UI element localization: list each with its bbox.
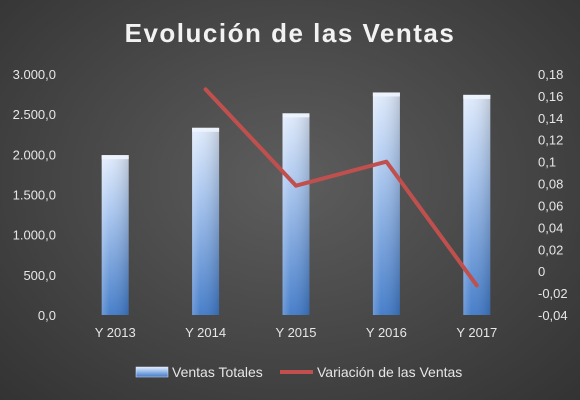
x-tick-label: Y 2013 [95, 325, 136, 340]
y-right-tick-label: 0,16 [538, 89, 563, 104]
y-right-tick-label: -0,04 [538, 308, 568, 323]
y-right-tick-label: 0,12 [538, 133, 563, 148]
line-series [203, 87, 479, 288]
legend-label-variacion-ventas: Variación de las Ventas [317, 364, 462, 380]
x-tick-label: Y 2015 [276, 325, 317, 340]
y-right-tick-label: 0,06 [538, 198, 563, 213]
legend-swatch-bar [135, 366, 169, 378]
bar-cap [372, 92, 400, 97]
y-left-tick-label: 0,0 [38, 308, 56, 323]
right-axis: -0,04 -0,02 0 0,02 0,04 0,06 0,08 0,1 0,12 0,14 0,… [538, 67, 568, 323]
y-right-tick-label: 0,04 [538, 220, 563, 235]
x-tick-label: Y 2016 [366, 325, 407, 340]
y-left-tick-label: 1.000,0 [13, 228, 56, 243]
chart-title: Evolución de las Ventas [125, 18, 456, 48]
y-right-tick-label: 0,02 [538, 242, 563, 257]
bar-cap [192, 127, 220, 132]
y-right-tick-label: 0 [538, 264, 545, 279]
legend: Ventas Totales Variación de las Ventas [135, 364, 462, 380]
y-left-tick-label: 2.500,0 [13, 107, 56, 122]
bar-series [101, 92, 491, 316]
bar-shine [101, 155, 129, 315]
y-right-tick-label: 0,18 [538, 67, 563, 82]
x-tick-label: Y 2014 [185, 325, 226, 340]
y-right-tick-label: -0,02 [538, 286, 568, 301]
bar-shine [192, 127, 220, 315]
x-axis: Y 2013 Y 2014 Y 2015 Y 2016 Y 2017 [95, 325, 498, 340]
y-right-tick-label: 0,08 [538, 177, 563, 192]
y-left-tick-label: 1.500,0 [13, 188, 56, 203]
bar-cap [101, 155, 129, 160]
y-right-tick-label: 0,1 [538, 155, 556, 170]
bar-cap [463, 94, 491, 99]
bar-shine [372, 92, 400, 315]
bar-cap [282, 113, 310, 118]
x-tick-label: Y 2017 [456, 325, 497, 340]
y-left-tick-label: 500,0 [23, 268, 56, 283]
bar-shine [463, 94, 491, 316]
y-left-tick-label: 3.000,0 [13, 67, 56, 82]
y-right-tick-label: 0,14 [538, 111, 563, 126]
legend-label-ventas-totales: Ventas Totales [172, 364, 263, 380]
left-axis: 0,0 500,0 1.000,0 1.500,0 2.000,0 2.500,0 3.00… [13, 67, 56, 323]
bar-shine [282, 113, 310, 315]
y-left-tick-label: 2.000,0 [13, 147, 56, 162]
line-variacion-ventas [203, 87, 479, 288]
